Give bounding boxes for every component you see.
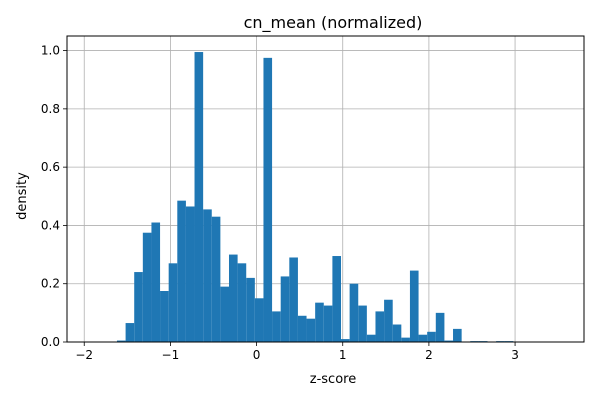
y-tick-label: 0.6 <box>41 160 60 174</box>
histogram-bar <box>168 263 178 342</box>
histogram-bar <box>220 286 229 342</box>
histogram-bar <box>384 299 393 342</box>
histogram-bar <box>418 334 428 342</box>
histogram-bar <box>401 337 410 342</box>
histogram-bar <box>254 298 264 342</box>
histogram-bar <box>116 340 126 342</box>
y-tick-label: 0.8 <box>41 102 60 116</box>
histogram-bar <box>203 209 212 342</box>
histogram-bar <box>341 339 350 342</box>
histogram-bar <box>211 216 221 342</box>
histogram-bar <box>134 272 143 342</box>
plot-frame <box>66 35 585 343</box>
histogram-bar <box>358 305 367 342</box>
x-tick-label: −1 <box>162 348 180 362</box>
histogram-bar <box>315 302 324 342</box>
histogram-bar <box>297 315 307 342</box>
histogram-bar <box>263 57 273 342</box>
histogram-bar <box>237 263 247 342</box>
x-axis-label: z-score <box>310 372 356 387</box>
histogram-bar <box>185 206 195 342</box>
histogram-bar <box>306 318 316 342</box>
y-tick-label: 0.4 <box>41 218 60 232</box>
histogram-bar <box>366 334 376 342</box>
x-tick-label: 1 <box>339 348 347 362</box>
histogram-bar <box>332 256 342 342</box>
histogram-bar <box>194 52 204 343</box>
histogram-bar <box>375 311 385 342</box>
histogram-bar <box>453 328 462 342</box>
x-tick-label: 0 <box>253 348 261 362</box>
histogram-bar <box>125 323 135 342</box>
axis-ticks: −2 −1 0 1 2 3 0.0 0.2 0.4 0.6 0.8 1.0 <box>41 44 519 362</box>
histogram-bar <box>427 331 436 342</box>
x-tick-label: 2 <box>425 348 433 362</box>
y-tick-label: 0.0 <box>41 335 60 349</box>
histogram-bar <box>142 232 152 342</box>
histogram-bar <box>444 340 454 342</box>
histogram-bar <box>323 305 333 342</box>
histogram-bar <box>280 276 290 342</box>
histogram-bar <box>177 200 186 342</box>
histogram-bar <box>160 291 169 342</box>
y-tick-label: 1.0 <box>41 44 60 58</box>
histogram-bars <box>116 52 514 343</box>
histogram-bar <box>289 257 298 342</box>
histogram-bar <box>246 277 255 342</box>
histogram-bar <box>151 222 161 342</box>
histogram-bar <box>435 312 445 342</box>
histogram-bar <box>349 283 359 342</box>
x-tick-label: −2 <box>75 348 93 362</box>
chart-title: cn_mean (normalized) <box>244 13 423 33</box>
y-axis-label: density <box>15 172 30 220</box>
histogram-bar <box>392 324 402 342</box>
histogram-bar <box>272 311 281 342</box>
x-tick-label: 3 <box>511 348 519 362</box>
histogram-bar <box>228 254 238 342</box>
y-tick-label: 0.2 <box>41 277 60 291</box>
histogram-bar <box>409 270 419 342</box>
